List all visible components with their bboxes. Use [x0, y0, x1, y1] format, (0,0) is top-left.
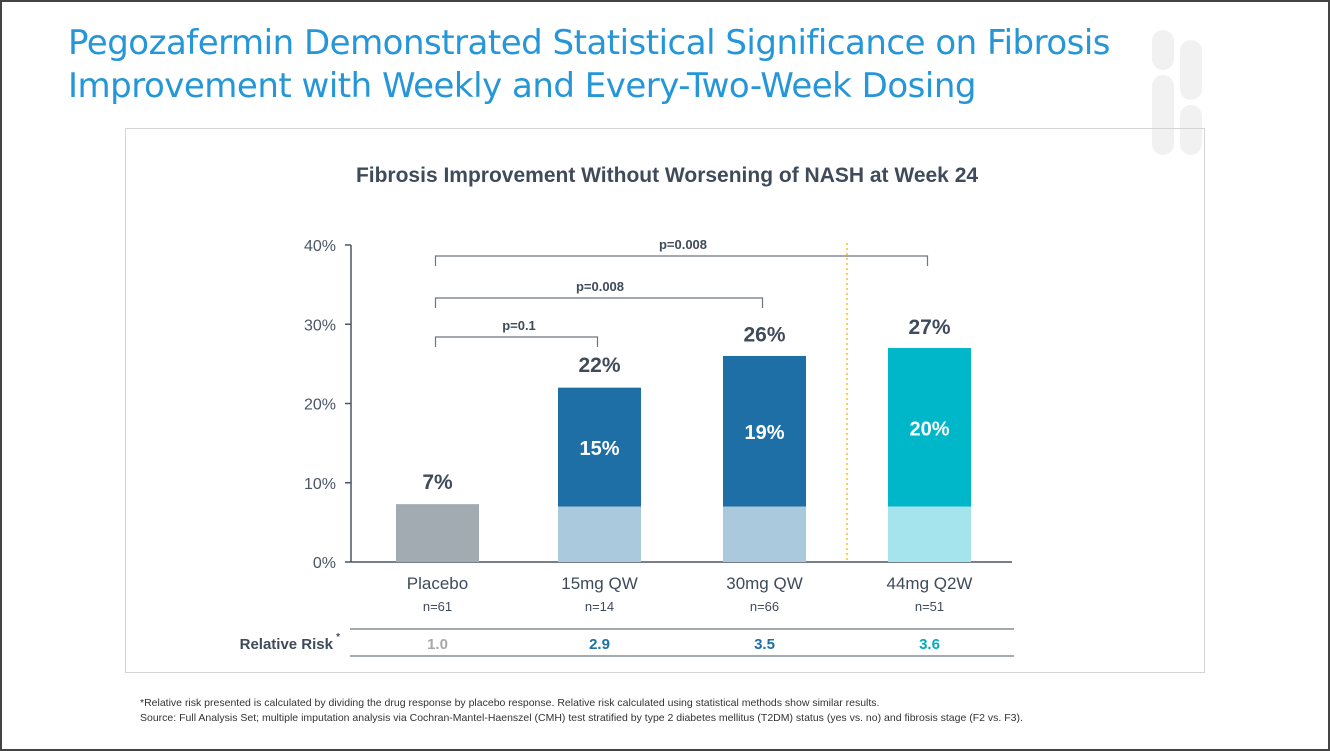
category-label: Placebo — [407, 574, 468, 593]
category-label: 15mg QW — [561, 574, 638, 593]
bar-increment-label: 15% — [579, 438, 619, 460]
y-tick-label: 10% — [304, 476, 336, 493]
bar-total-label: 7% — [422, 471, 453, 494]
bar-increment-1 — [558, 387, 641, 507]
bar-base-3 — [888, 506, 971, 562]
y-tick-label: 40% — [304, 238, 336, 255]
n-label: n=66 — [750, 599, 779, 614]
bar-base-0 — [396, 504, 479, 562]
n-label: n=51 — [915, 599, 944, 614]
relative-risk-value: 3.5 — [754, 636, 775, 653]
chart-title: Fibrosis Improvement Without Worsening o… — [356, 164, 978, 187]
category-label: 44mg Q2W — [887, 574, 973, 593]
bar-total-label: 22% — [578, 354, 620, 377]
bar-increment-3 — [888, 348, 971, 507]
relative-risk-value: 2.9 — [589, 636, 610, 653]
comparison-bracket — [434, 336, 599, 347]
chart-panel — [125, 128, 1205, 673]
bar-increment-label: 20% — [909, 418, 949, 440]
p-value-label: p=0.008 — [659, 237, 707, 252]
company-logo-watermark — [1152, 30, 1202, 155]
bar-base-2 — [723, 506, 806, 562]
comparison-bracket — [434, 255, 929, 266]
bar-total-label: 27% — [908, 316, 950, 339]
n-label: n=61 — [423, 599, 452, 614]
bar-base-1 — [558, 506, 641, 562]
relative-risk-marker: * — [336, 632, 340, 643]
slide-title: Pegozafermin Demonstrated Statistical Si… — [68, 23, 1111, 106]
category-label: 30mg QW — [726, 574, 803, 593]
n-label: n=14 — [585, 599, 614, 614]
footnote-source: Source: Full Analysis Set; multiple impu… — [140, 712, 1023, 724]
y-tick-label: 0% — [313, 555, 336, 572]
y-tick-label: 30% — [304, 317, 336, 334]
p-value-label: p=0.008 — [576, 279, 624, 294]
bar-total-label: 26% — [743, 324, 785, 347]
bar-increment-2 — [723, 355, 806, 507]
bar-increment-label: 19% — [744, 422, 784, 444]
relative-risk-label: Relative Risk — [240, 636, 334, 653]
relative-risk-value: 1.0 — [427, 636, 448, 653]
footnote-relative-risk: *Relative risk presented is calculated b… — [140, 697, 880, 709]
p-value-label: p=0.1 — [502, 318, 536, 333]
y-tick-label: 20% — [304, 397, 336, 414]
comparison-bracket — [434, 297, 764, 308]
relative-risk-value: 3.6 — [919, 636, 940, 653]
